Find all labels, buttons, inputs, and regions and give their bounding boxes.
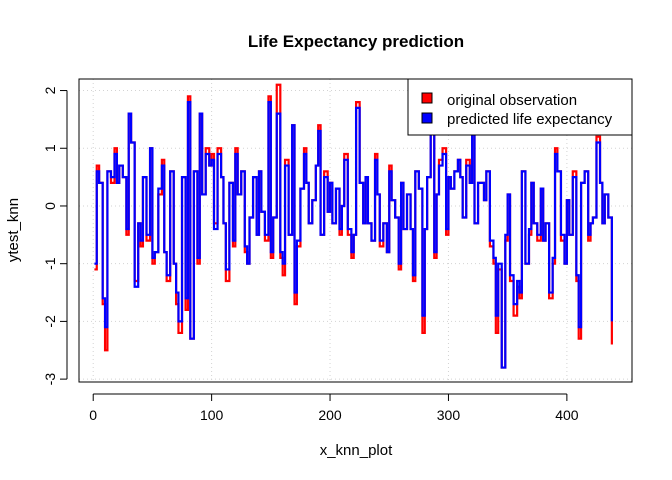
x-tick-label-1: 100 <box>200 407 224 423</box>
y-axis: -3 -2 -1 0 1 2 <box>42 86 68 386</box>
legend-swatch-original <box>421 92 433 104</box>
y-tick-label-2: -1 <box>42 257 58 270</box>
y-tick-label-4: 1 <box>42 144 58 152</box>
plot-frame <box>78 78 633 383</box>
y-axis-label: ytest_knn <box>5 198 22 262</box>
y-tick-label-3: 0 <box>42 202 58 210</box>
x-tick-label-4: 400 <box>555 407 579 423</box>
x-axis: 0 100 200 300 400 <box>89 393 579 423</box>
legend-box <box>407 78 633 136</box>
y-tick-label-5: 2 <box>42 86 58 94</box>
y-tick-label-1: -2 <box>42 315 58 328</box>
legend-label-predicted: predicted life expectancy <box>447 111 613 128</box>
x-tick-label-2: 200 <box>318 407 342 423</box>
x-tick-label-0: 0 <box>89 407 97 423</box>
x-axis-label: x_knn_plot <box>320 442 393 459</box>
x-tick-label-3: 300 <box>437 407 461 423</box>
series-line-predicted <box>94 100 613 369</box>
chart-title: Life Expectancy prediction <box>248 32 464 51</box>
legend-label-original: original observation <box>447 92 577 109</box>
y-tick-label-0: -3 <box>42 373 58 386</box>
legend: original observation predicted life expe… <box>407 78 633 136</box>
legend-swatch-predicted <box>421 112 433 124</box>
series-layer <box>94 83 613 369</box>
